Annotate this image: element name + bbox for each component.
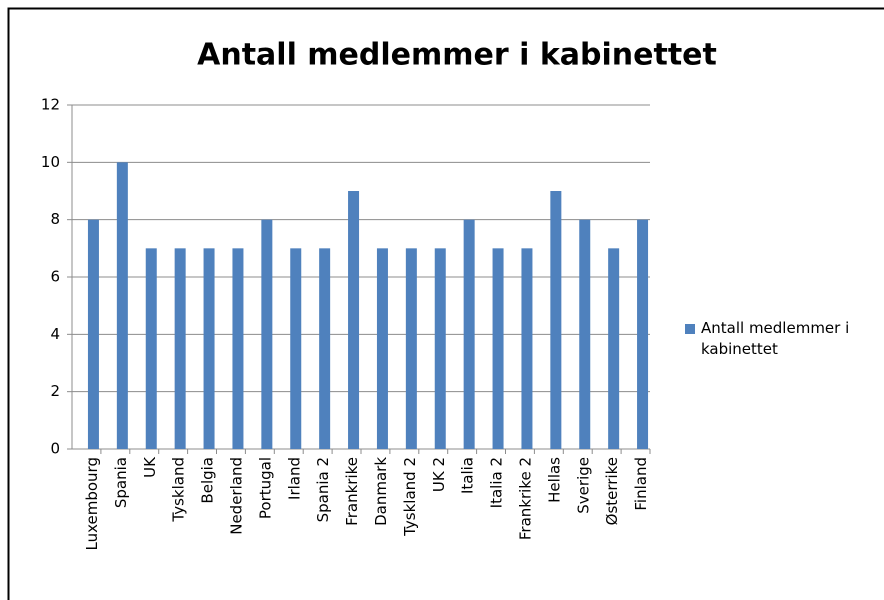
x-tick-label: Nederland: [227, 457, 245, 535]
bar: [203, 248, 215, 449]
bar: [434, 248, 446, 449]
legend: Antall medlemmer i kabinettet: [685, 318, 875, 360]
y-tick-label: 0: [50, 440, 60, 458]
bar: [579, 219, 591, 449]
bar: [87, 219, 99, 449]
bar: [376, 248, 388, 449]
x-tick-label: Italia: [459, 457, 477, 494]
x-tick-label: Frankrike: [343, 457, 361, 526]
y-tick-label: 2: [50, 382, 60, 400]
x-tick-label: Luxembourg: [83, 457, 101, 551]
bar: [348, 191, 360, 449]
x-tick-label: Spania: [112, 457, 130, 508]
x-tick-label: Italia 2: [488, 457, 506, 508]
x-tick-label: Frankrike 2: [516, 457, 534, 540]
x-tick-label: UK 2: [430, 457, 448, 492]
bar: [637, 219, 649, 449]
x-tick-label: Portugal: [256, 457, 274, 519]
bar: [232, 248, 244, 449]
bar: [492, 248, 504, 449]
bar: [290, 248, 302, 449]
x-tick-label: Finland: [632, 457, 650, 511]
x-tick-label: Hellas: [545, 457, 563, 503]
bar: [174, 248, 186, 449]
bar: [261, 219, 273, 449]
x-tick-label: Irland: [285, 457, 303, 500]
x-tick-label: Danmark: [372, 457, 390, 526]
legend-label: Antall medlemmer i kabinettet: [701, 319, 850, 358]
y-tick-label: 4: [50, 325, 60, 343]
bar: [521, 248, 533, 449]
legend-key: [685, 324, 695, 334]
bar: [319, 248, 331, 449]
bar: [550, 191, 562, 449]
chart-frame: [7, 7, 884, 600]
x-tick-label: Tyskland 2: [401, 457, 419, 537]
x-tick-label: Tyskland: [170, 457, 188, 523]
y-tick-label: 6: [50, 268, 60, 286]
x-tick-label: UK: [141, 456, 159, 478]
chart-title: Antall medlemmer i kabinettet: [197, 38, 717, 73]
bar: [145, 248, 157, 449]
x-tick-label: Spania 2: [314, 457, 332, 522]
y-tick-label: 8: [50, 210, 60, 228]
bar: [116, 162, 128, 450]
x-tick-label: Sverige: [574, 457, 592, 514]
x-tick-label: Belgia: [199, 457, 217, 504]
x-tick-label: Østerrike: [603, 457, 621, 525]
y-tick-label: 10: [41, 153, 60, 171]
bar: [405, 248, 417, 449]
bar: [608, 248, 620, 449]
bar: [463, 219, 475, 449]
y-tick-label: 12: [41, 96, 60, 114]
